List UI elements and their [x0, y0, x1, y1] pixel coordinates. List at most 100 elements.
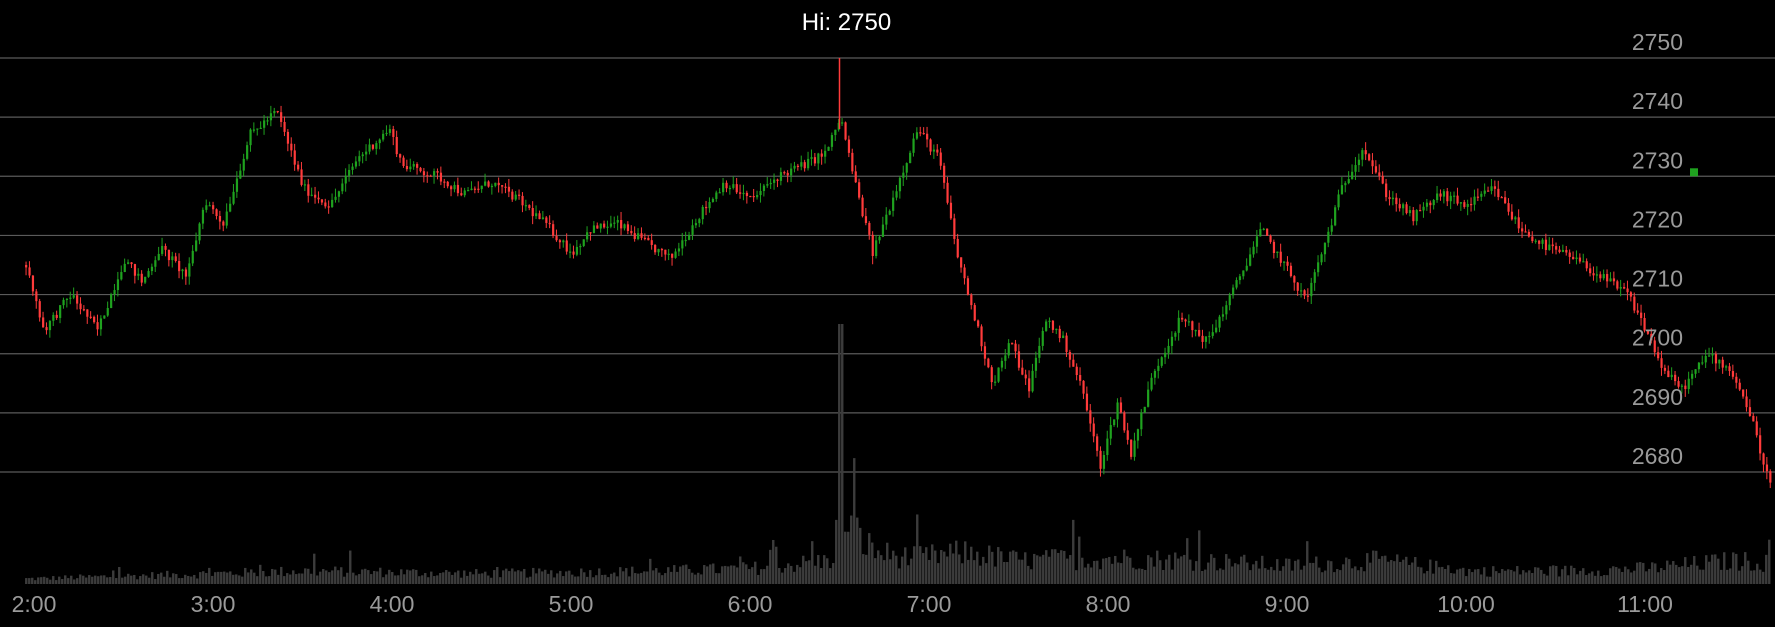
volume-bar: [1603, 575, 1606, 584]
volume-bar: [271, 568, 274, 584]
volume-bar: [265, 576, 268, 584]
volume-bar: [367, 570, 370, 584]
candlestick: [1191, 320, 1194, 338]
candlestick: [1221, 306, 1225, 322]
volume-bar: [775, 546, 778, 584]
candlestick: [249, 128, 252, 152]
x-tick-label: 2:00: [12, 591, 57, 617]
candlestick: [188, 257, 191, 285]
volume-bar: [1351, 568, 1354, 584]
volume-bar: [1072, 519, 1075, 584]
candlestick: [239, 163, 242, 180]
candlestick: [1765, 457, 1769, 480]
volume-bar: [130, 575, 133, 584]
volume-bar: [547, 573, 550, 584]
volume-bar: [1075, 570, 1078, 584]
candlestick: [422, 167, 426, 183]
volume-bar: [763, 569, 766, 584]
volume-bar: [595, 575, 598, 584]
volume-bar: [1387, 561, 1390, 584]
candlestick: [1507, 198, 1510, 216]
volume-bar: [304, 568, 307, 584]
candlestick: [1575, 250, 1578, 265]
candlestick: [137, 268, 140, 281]
candlestick: [708, 197, 711, 213]
candlestick: [229, 196, 232, 213]
candlestick: [1446, 187, 1449, 207]
volume-bar: [1336, 569, 1339, 584]
volume-bar: [1099, 569, 1102, 584]
volume-bar: [1606, 575, 1609, 584]
candlestick: [1514, 215, 1517, 224]
candlestick: [1330, 218, 1333, 236]
candlestick: [739, 184, 742, 199]
candlestick: [514, 191, 517, 201]
candlestick: [1017, 344, 1021, 371]
volume-bar: [817, 555, 820, 584]
candlestick: [1504, 190, 1507, 205]
volume-bar: [124, 576, 127, 584]
candlestick: [1218, 314, 1221, 333]
volume-bar: [1660, 568, 1663, 584]
candlestick: [963, 264, 966, 285]
candlestick: [589, 232, 592, 241]
candlestick: [1327, 227, 1330, 248]
volume-bar: [1744, 552, 1747, 584]
volume-bar: [559, 570, 562, 584]
volume-bar: [1156, 550, 1159, 584]
volume-bar: [457, 570, 460, 584]
candlestick: [895, 184, 898, 201]
volume-bar: [820, 568, 823, 584]
candlestick: [1480, 191, 1483, 201]
candlestick: [640, 227, 643, 241]
candlestick: [320, 199, 324, 206]
volume-bar: [1528, 570, 1531, 584]
volume-bar: [1333, 572, 1336, 584]
candlestick: [1541, 238, 1544, 250]
volume-bar: [805, 561, 808, 584]
candlestick: [1279, 243, 1282, 267]
candlestick: [1728, 362, 1731, 376]
volume-bar: [1621, 571, 1624, 584]
volume-bar: [622, 571, 625, 584]
candlestick: [1014, 339, 1017, 359]
candlestick: [929, 138, 932, 156]
volume-bar: [652, 570, 655, 584]
volume-bar: [97, 576, 100, 584]
candlestick: [1643, 312, 1646, 333]
candlestick: [378, 138, 381, 150]
candlestick: [133, 263, 137, 284]
candlestick: [48, 320, 52, 338]
candlestick: [497, 177, 500, 193]
volume-bar: [505, 568, 508, 584]
volume-bar: [1324, 570, 1327, 584]
volume-bar: [1063, 550, 1066, 584]
volume-bar: [1177, 558, 1180, 584]
candlestick: [1738, 378, 1741, 392]
volume-bar: [1000, 551, 1003, 584]
volume-bar: [229, 571, 232, 584]
candlestick: [1034, 351, 1038, 378]
candlestick: [280, 105, 283, 128]
candlestick: [110, 292, 113, 309]
candlestick: [1544, 233, 1548, 256]
candlestick: [1568, 249, 1571, 264]
candlestick: [888, 209, 891, 216]
volume-bar: [259, 564, 262, 584]
volume-bar: [307, 568, 310, 584]
y-tick-label: 2750: [1632, 29, 1683, 55]
volume-bar: [1225, 554, 1228, 584]
candlestick: [331, 193, 334, 208]
candlestick: [1388, 190, 1391, 206]
candlestick: [1276, 251, 1279, 258]
candlestick: [1534, 238, 1537, 244]
volume-bar: [1498, 573, 1501, 584]
volume-bar: [376, 571, 379, 584]
candlestick: [1058, 325, 1061, 343]
candlestick: [558, 238, 562, 249]
candlestick: [820, 149, 823, 165]
volume-bar: [1552, 565, 1555, 584]
volume-bar: [610, 573, 613, 584]
volume-bar: [700, 574, 703, 584]
